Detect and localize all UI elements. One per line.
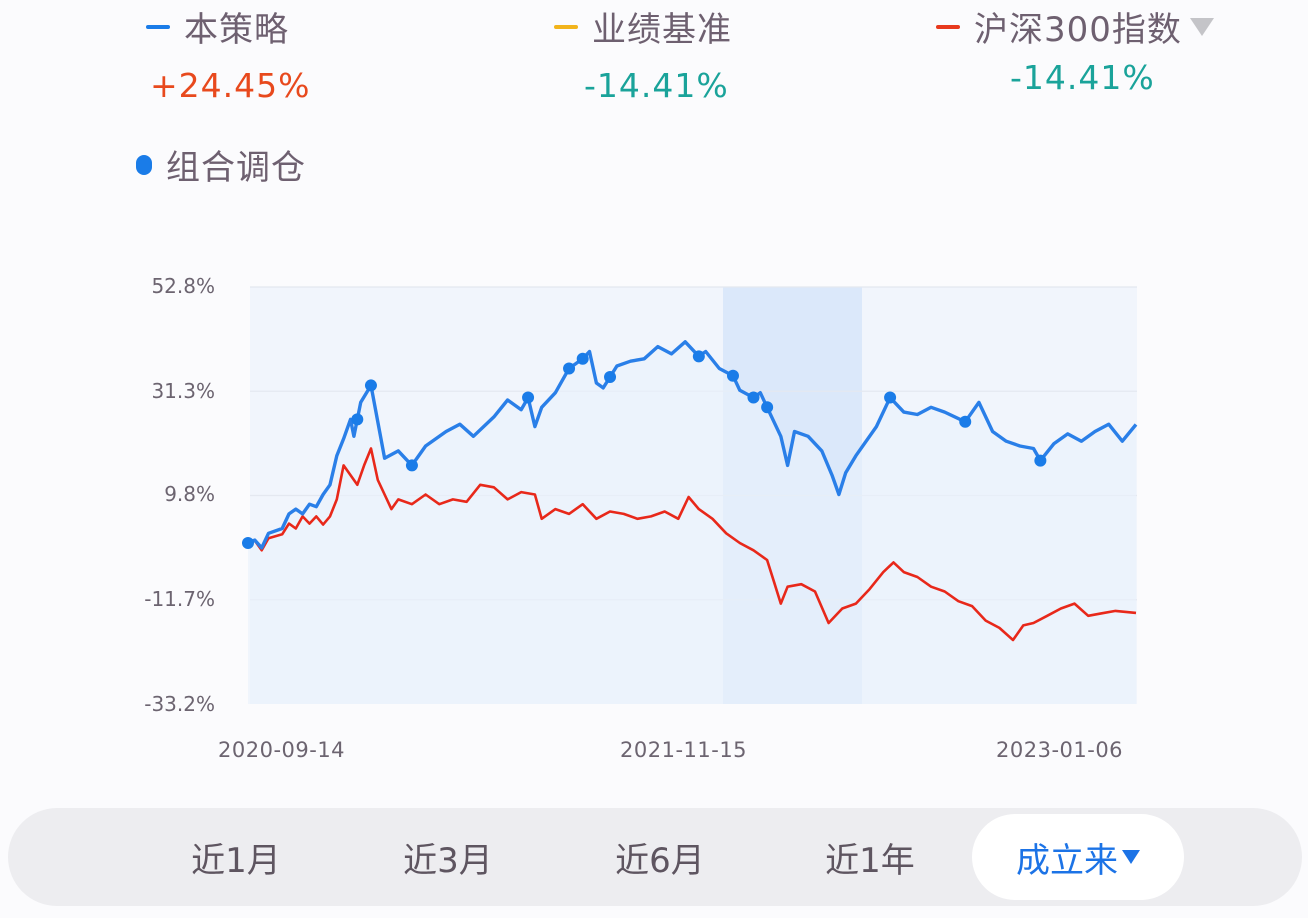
legend-label-strategy: 本策略 xyxy=(184,10,289,50)
period-tab-since-inception-label: 成立来 xyxy=(1016,840,1118,881)
strategy-return-value: +24.45% xyxy=(150,66,311,105)
caret-down-icon xyxy=(1122,850,1140,864)
legend-csi300[interactable]: 沪深300指数 xyxy=(936,2,1214,51)
y-tick-label: 9.8% xyxy=(164,482,215,506)
x-tick-label: 2023-01-06 xyxy=(996,738,1124,762)
rebalance-dot-icon xyxy=(136,154,152,175)
index-dropdown-caret-icon[interactable] xyxy=(1189,17,1214,36)
legend-swatch-csi300 xyxy=(936,24,960,29)
rebalance-marker[interactable] xyxy=(364,379,377,392)
rebalance-marker[interactable] xyxy=(576,352,589,365)
return-chart[interactable]: 52.8% 31.3% 9.8% -11.7% -33.2% 2020-09-1… xyxy=(0,0,1308,800)
x-tick-label: 2021-11-15 xyxy=(620,738,748,762)
rebalance-marker[interactable] xyxy=(242,537,254,550)
legend-swatch-strategy xyxy=(146,24,170,29)
x-tick-label: 2020-09-14 xyxy=(218,738,346,762)
rebalance-marker[interactable] xyxy=(604,370,617,383)
rebalance-marker[interactable] xyxy=(563,362,576,375)
rebalance-marker[interactable] xyxy=(747,391,760,404)
period-selector: 近1月 近3月 近6月 近1年 成立来 xyxy=(8,808,1302,906)
strategy-area xyxy=(248,341,1136,704)
legend-swatch-benchmark xyxy=(554,24,578,29)
legend-benchmark[interactable]: 业绩基准 xyxy=(554,2,732,51)
period-tab-1y[interactable]: 近1年 xyxy=(825,840,915,881)
rebalance-marker[interactable] xyxy=(726,369,739,382)
period-tab-3m[interactable]: 近3月 xyxy=(403,840,493,881)
rebalance-marker[interactable] xyxy=(405,459,418,472)
csi300-line xyxy=(247,447,1137,642)
y-tick-label: -33.2% xyxy=(144,692,215,716)
rebalance-markers xyxy=(242,350,1047,550)
chart-plot-area[interactable] xyxy=(0,0,1308,800)
y-tick-label: 31.3% xyxy=(151,379,215,403)
period-tab-1m[interactable]: 近1月 xyxy=(191,840,281,881)
legend-label-rebalance: 组合调仓 xyxy=(166,148,306,188)
period-tab-since-inception[interactable]: 成立来 xyxy=(972,814,1184,900)
period-tab-6m[interactable]: 近6月 xyxy=(615,840,705,881)
rebalance-marker[interactable] xyxy=(522,391,535,404)
legend-label-benchmark: 业绩基准 xyxy=(592,10,732,50)
legend-rebalance[interactable]: 组合调仓 xyxy=(136,140,306,189)
rebalance-marker[interactable] xyxy=(959,415,972,428)
csi300-return-value: -14.41% xyxy=(1010,58,1155,97)
y-tick-label: -11.7% xyxy=(144,587,215,611)
benchmark-return-value: -14.41% xyxy=(584,66,729,105)
legend-strategy[interactable]: 本策略 xyxy=(146,2,289,51)
y-tick-label: 52.8% xyxy=(151,274,215,298)
rebalance-marker[interactable] xyxy=(351,413,364,426)
rebalance-marker[interactable] xyxy=(692,350,705,363)
strategy-line xyxy=(247,340,1138,550)
rebalance-marker[interactable] xyxy=(761,401,774,414)
legend-label-csi300: 沪深300指数 xyxy=(974,10,1182,50)
rebalance-marker[interactable] xyxy=(884,391,897,404)
rebalance-marker[interactable] xyxy=(1034,454,1047,467)
